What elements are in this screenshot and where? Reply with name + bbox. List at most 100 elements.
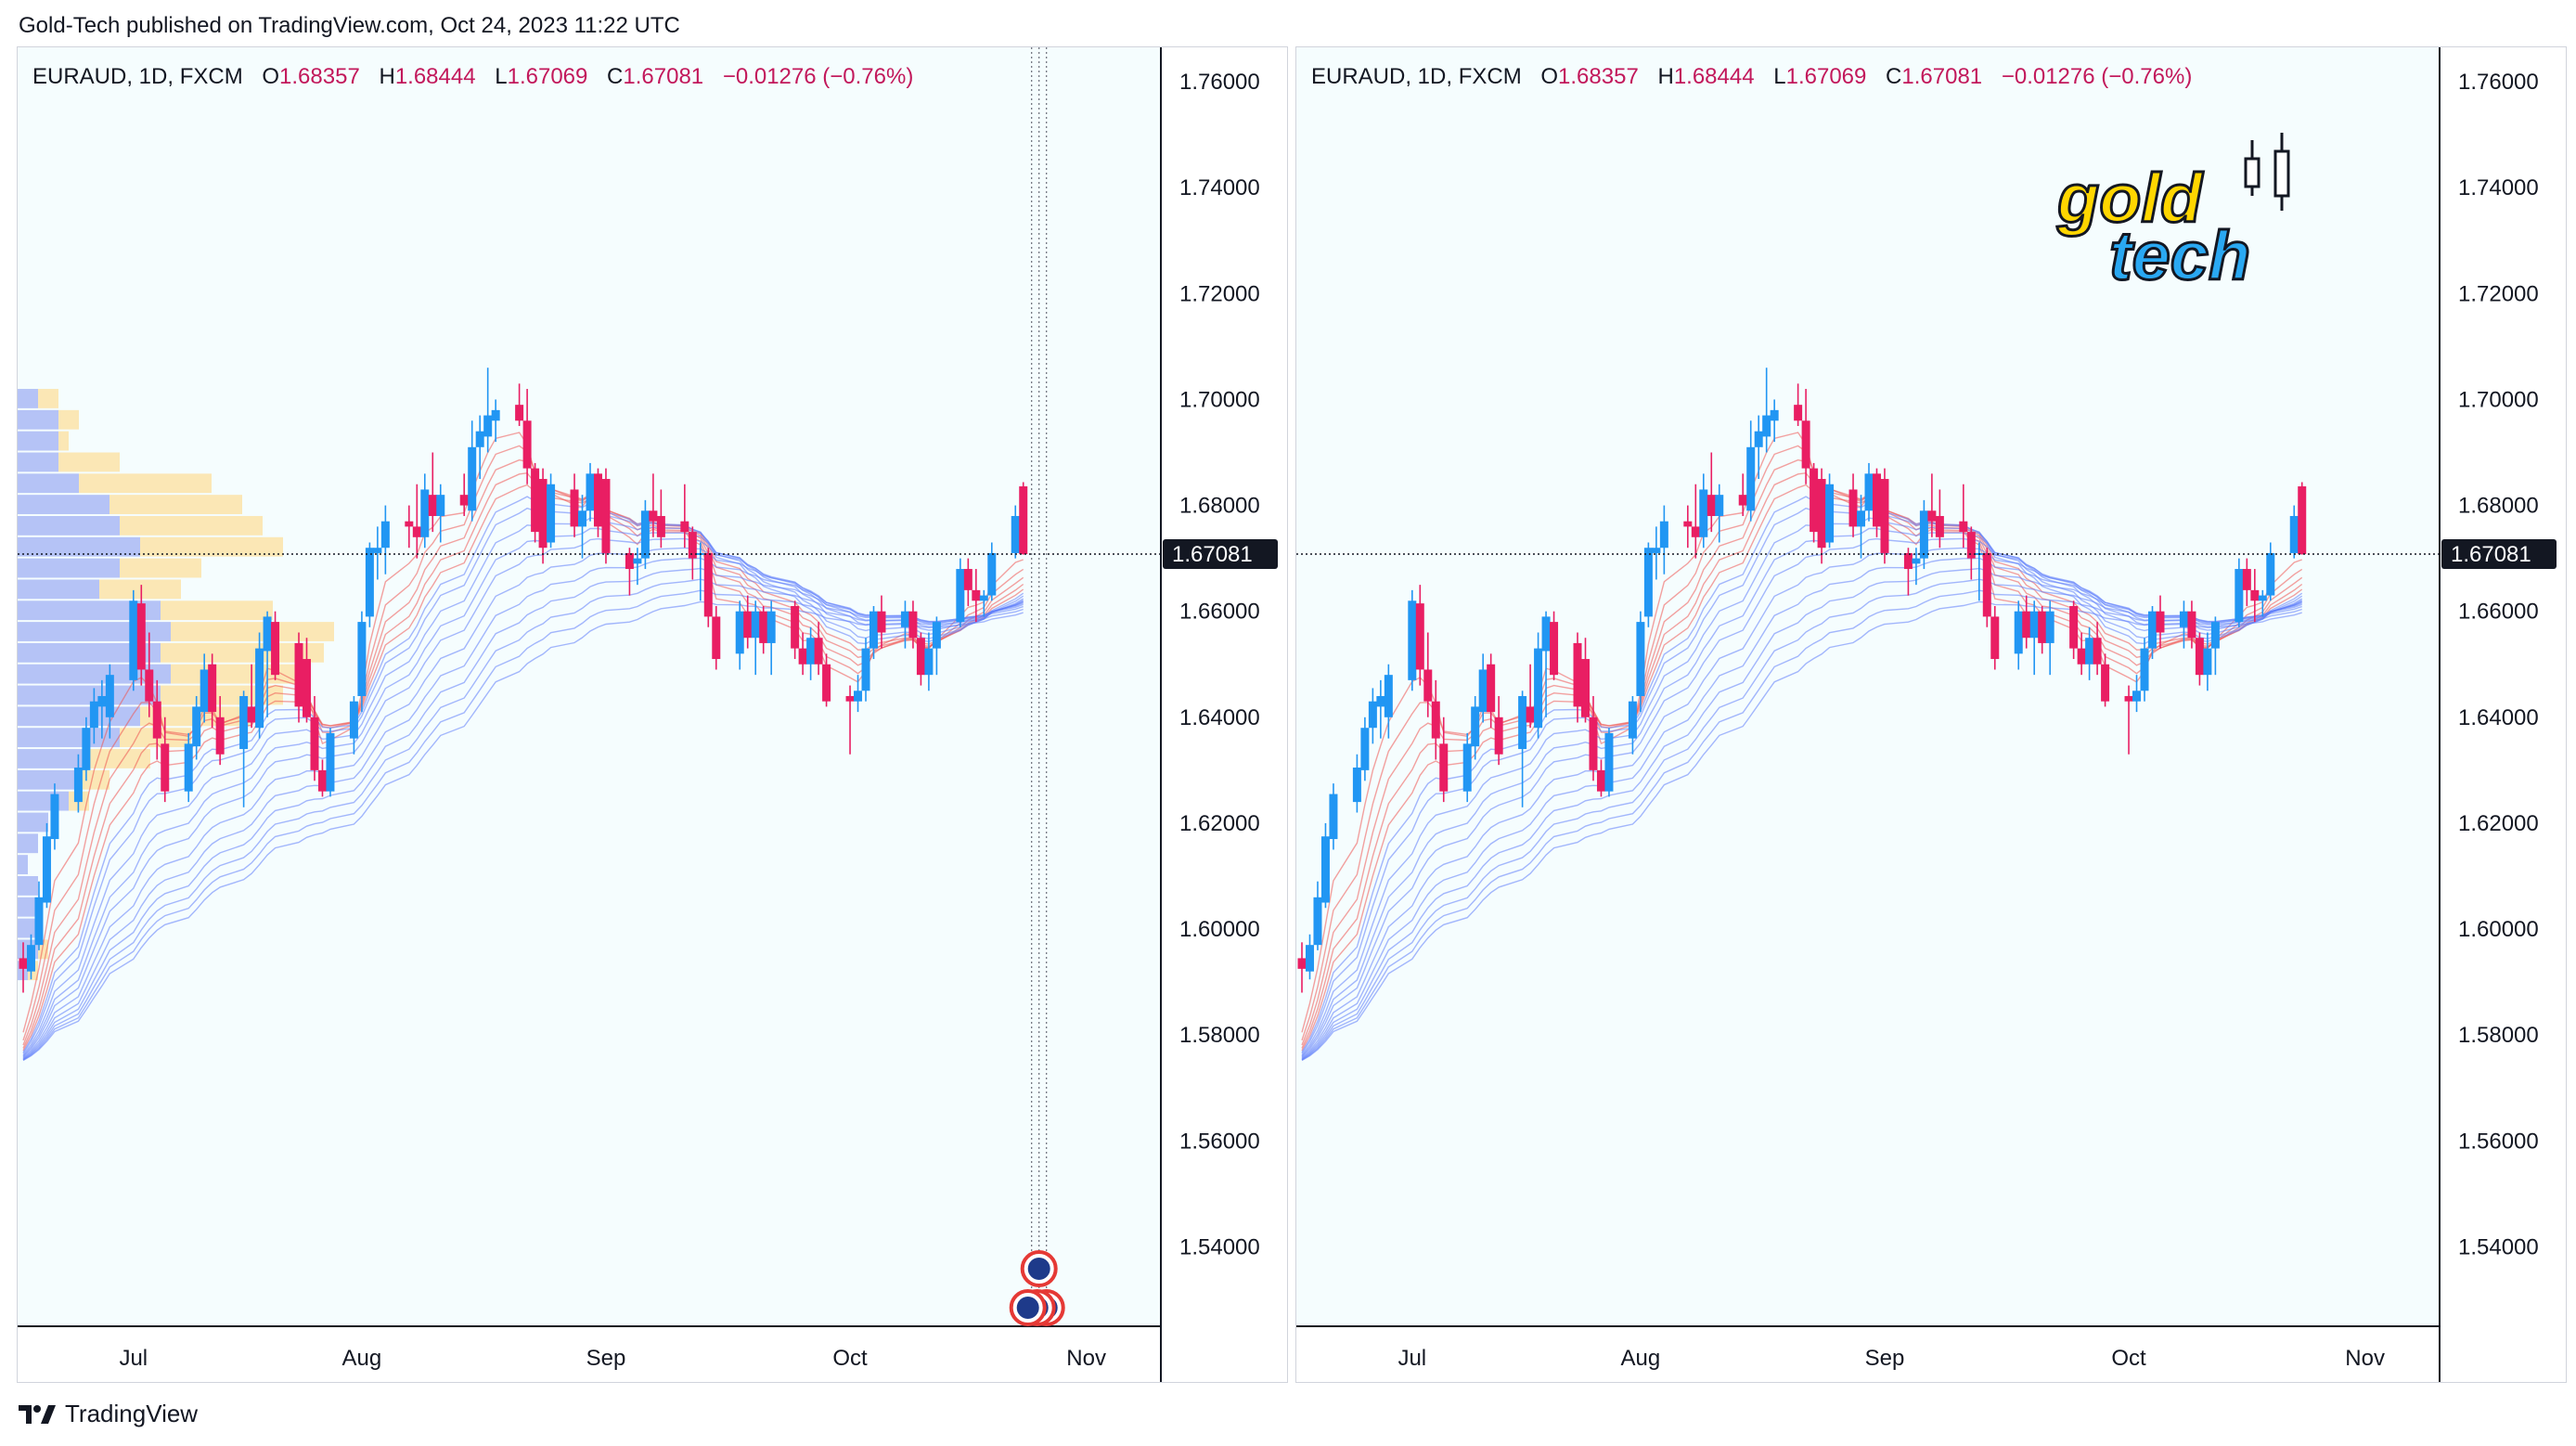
volume-profile-up-bar bbox=[18, 515, 120, 536]
ema-line bbox=[22, 567, 1024, 1060]
candle-body bbox=[1604, 732, 1614, 792]
candle-body bbox=[861, 648, 870, 691]
volume-profile-down-bar bbox=[58, 409, 79, 430]
candle-body bbox=[436, 495, 445, 516]
candle-body bbox=[854, 691, 863, 702]
candle-body bbox=[625, 552, 634, 570]
candle-body bbox=[531, 468, 540, 533]
volume-profile-down-bar bbox=[161, 685, 283, 705]
candle-body bbox=[1659, 521, 1668, 549]
candle-body bbox=[2022, 611, 2031, 639]
volume-profile-up-bar bbox=[18, 536, 140, 557]
high-value: 1.68444 bbox=[394, 64, 476, 89]
candle-body bbox=[2045, 611, 2054, 643]
volume-profile-down-bar bbox=[161, 600, 273, 621]
candle-body bbox=[459, 495, 469, 506]
change-value: −0.01276 (−0.76%) bbox=[2001, 64, 2193, 89]
candle-body bbox=[593, 473, 602, 527]
candle-body bbox=[1596, 769, 1605, 792]
chart-canvas-left[interactable]: 1.54000 1.56000 1.58000 1.60000 1.62000 1.640… bbox=[18, 47, 1288, 1383]
symbol-label: EURAUD, 1D, FXCM bbox=[1311, 64, 1522, 89]
candle-body bbox=[1534, 648, 1543, 729]
candle-body bbox=[2156, 611, 2165, 633]
tradingview-brand[interactable]: TradingView bbox=[19, 1400, 198, 1428]
candle-body bbox=[2124, 695, 2133, 702]
y-tick-label: 1.70000 bbox=[2458, 387, 2539, 412]
chart-panel-right[interactable]: 1.54000 1.56000 1.58000 1.60000 1.62000 1.640… bbox=[1295, 46, 2567, 1383]
y-tick-label: 1.56000 bbox=[1179, 1129, 1260, 1154]
candle-body bbox=[1927, 510, 1937, 522]
candle-body bbox=[1518, 695, 1527, 750]
candle-body bbox=[50, 794, 59, 840]
candle-body bbox=[538, 479, 547, 549]
ema-line bbox=[1301, 557, 2302, 1060]
candle-body bbox=[751, 611, 760, 639]
plot-background bbox=[1296, 47, 2440, 1326]
last-price-label: 1.67081 bbox=[1172, 542, 1253, 567]
candle-body bbox=[1825, 484, 1835, 543]
candle-body bbox=[1691, 526, 1700, 537]
candle-body bbox=[1462, 743, 1472, 792]
ema-line bbox=[1301, 589, 2302, 1061]
candle-body bbox=[877, 611, 886, 633]
chart-panel-left[interactable]: 1.54000 1.56000 1.58000 1.60000 1.62000 1.640… bbox=[17, 46, 1288, 1383]
x-tick-label: Aug bbox=[1621, 1346, 1661, 1371]
last-price-tag bbox=[2441, 539, 2557, 570]
y-tick-label: 1.62000 bbox=[2458, 811, 2539, 836]
candle-body bbox=[294, 642, 303, 707]
candle-body bbox=[2203, 648, 2212, 676]
candle-body bbox=[1376, 695, 1385, 707]
candle-body bbox=[82, 728, 91, 770]
candle-body bbox=[271, 622, 280, 676]
volume-profile-down-bar bbox=[38, 389, 58, 408]
candle-body bbox=[712, 616, 721, 660]
candle-body bbox=[145, 669, 154, 702]
high-value: 1.68444 bbox=[1673, 64, 1755, 89]
ema-line bbox=[22, 578, 1024, 1061]
publication-header: Gold-Tech published on TradingView.com, … bbox=[19, 13, 680, 38]
ema-line bbox=[1301, 527, 2303, 1057]
candle-body bbox=[570, 489, 579, 527]
candle-body bbox=[2077, 648, 2086, 665]
candle-body bbox=[1982, 552, 1991, 617]
candle-body bbox=[1573, 642, 1582, 707]
volume-profile-up-bar bbox=[18, 431, 58, 451]
x-tick-label: Oct bbox=[2111, 1346, 2146, 1371]
candle-body bbox=[1990, 616, 2000, 660]
candle-body bbox=[924, 648, 934, 676]
candle-body bbox=[1297, 958, 1307, 969]
volume-profile-up-bar bbox=[18, 473, 79, 494]
candle-body bbox=[1636, 622, 1645, 696]
candle-body bbox=[349, 701, 358, 739]
volume-profile bbox=[18, 389, 334, 981]
candle-body bbox=[247, 706, 256, 723]
candle-body bbox=[2258, 595, 2267, 601]
ema-line bbox=[22, 600, 1024, 1062]
candle-body bbox=[822, 664, 831, 702]
volume-profile-down-bar bbox=[38, 939, 48, 960]
ohlc-legend-right: EURAUD, 1D, FXCM O1.68357 H1.68444 L1.67… bbox=[1311, 64, 2192, 90]
ema-line bbox=[22, 527, 1024, 1057]
change-value: −0.01276 (−0.76%) bbox=[722, 64, 914, 89]
candle-body bbox=[798, 648, 807, 665]
candle-body bbox=[1715, 495, 1724, 516]
candle-body bbox=[317, 769, 327, 792]
candle-body bbox=[1384, 675, 1393, 717]
volume-profile-down-bar bbox=[79, 769, 109, 790]
high-label: H bbox=[379, 64, 395, 89]
volume-profile-up-bar bbox=[18, 855, 28, 874]
y-tick-label: 1.66000 bbox=[2458, 600, 2539, 625]
y-tick-label: 1.76000 bbox=[1179, 70, 1260, 95]
candle-body bbox=[1360, 728, 1370, 770]
tradingview-label: TradingView bbox=[65, 1400, 199, 1427]
candle-body bbox=[1794, 405, 1803, 421]
chart-canvas-right[interactable]: 1.54000 1.56000 1.58000 1.60000 1.62000 1.640… bbox=[1296, 47, 2567, 1383]
candle-body bbox=[89, 701, 98, 729]
candle-body bbox=[2014, 611, 2023, 654]
candle-body bbox=[428, 495, 437, 516]
y-tick-label: 1.76000 bbox=[2458, 70, 2539, 95]
candle-body bbox=[845, 695, 855, 702]
volume-profile-down-bar bbox=[120, 558, 201, 578]
low-label: L bbox=[495, 64, 508, 89]
ema-line bbox=[1301, 517, 2303, 1056]
